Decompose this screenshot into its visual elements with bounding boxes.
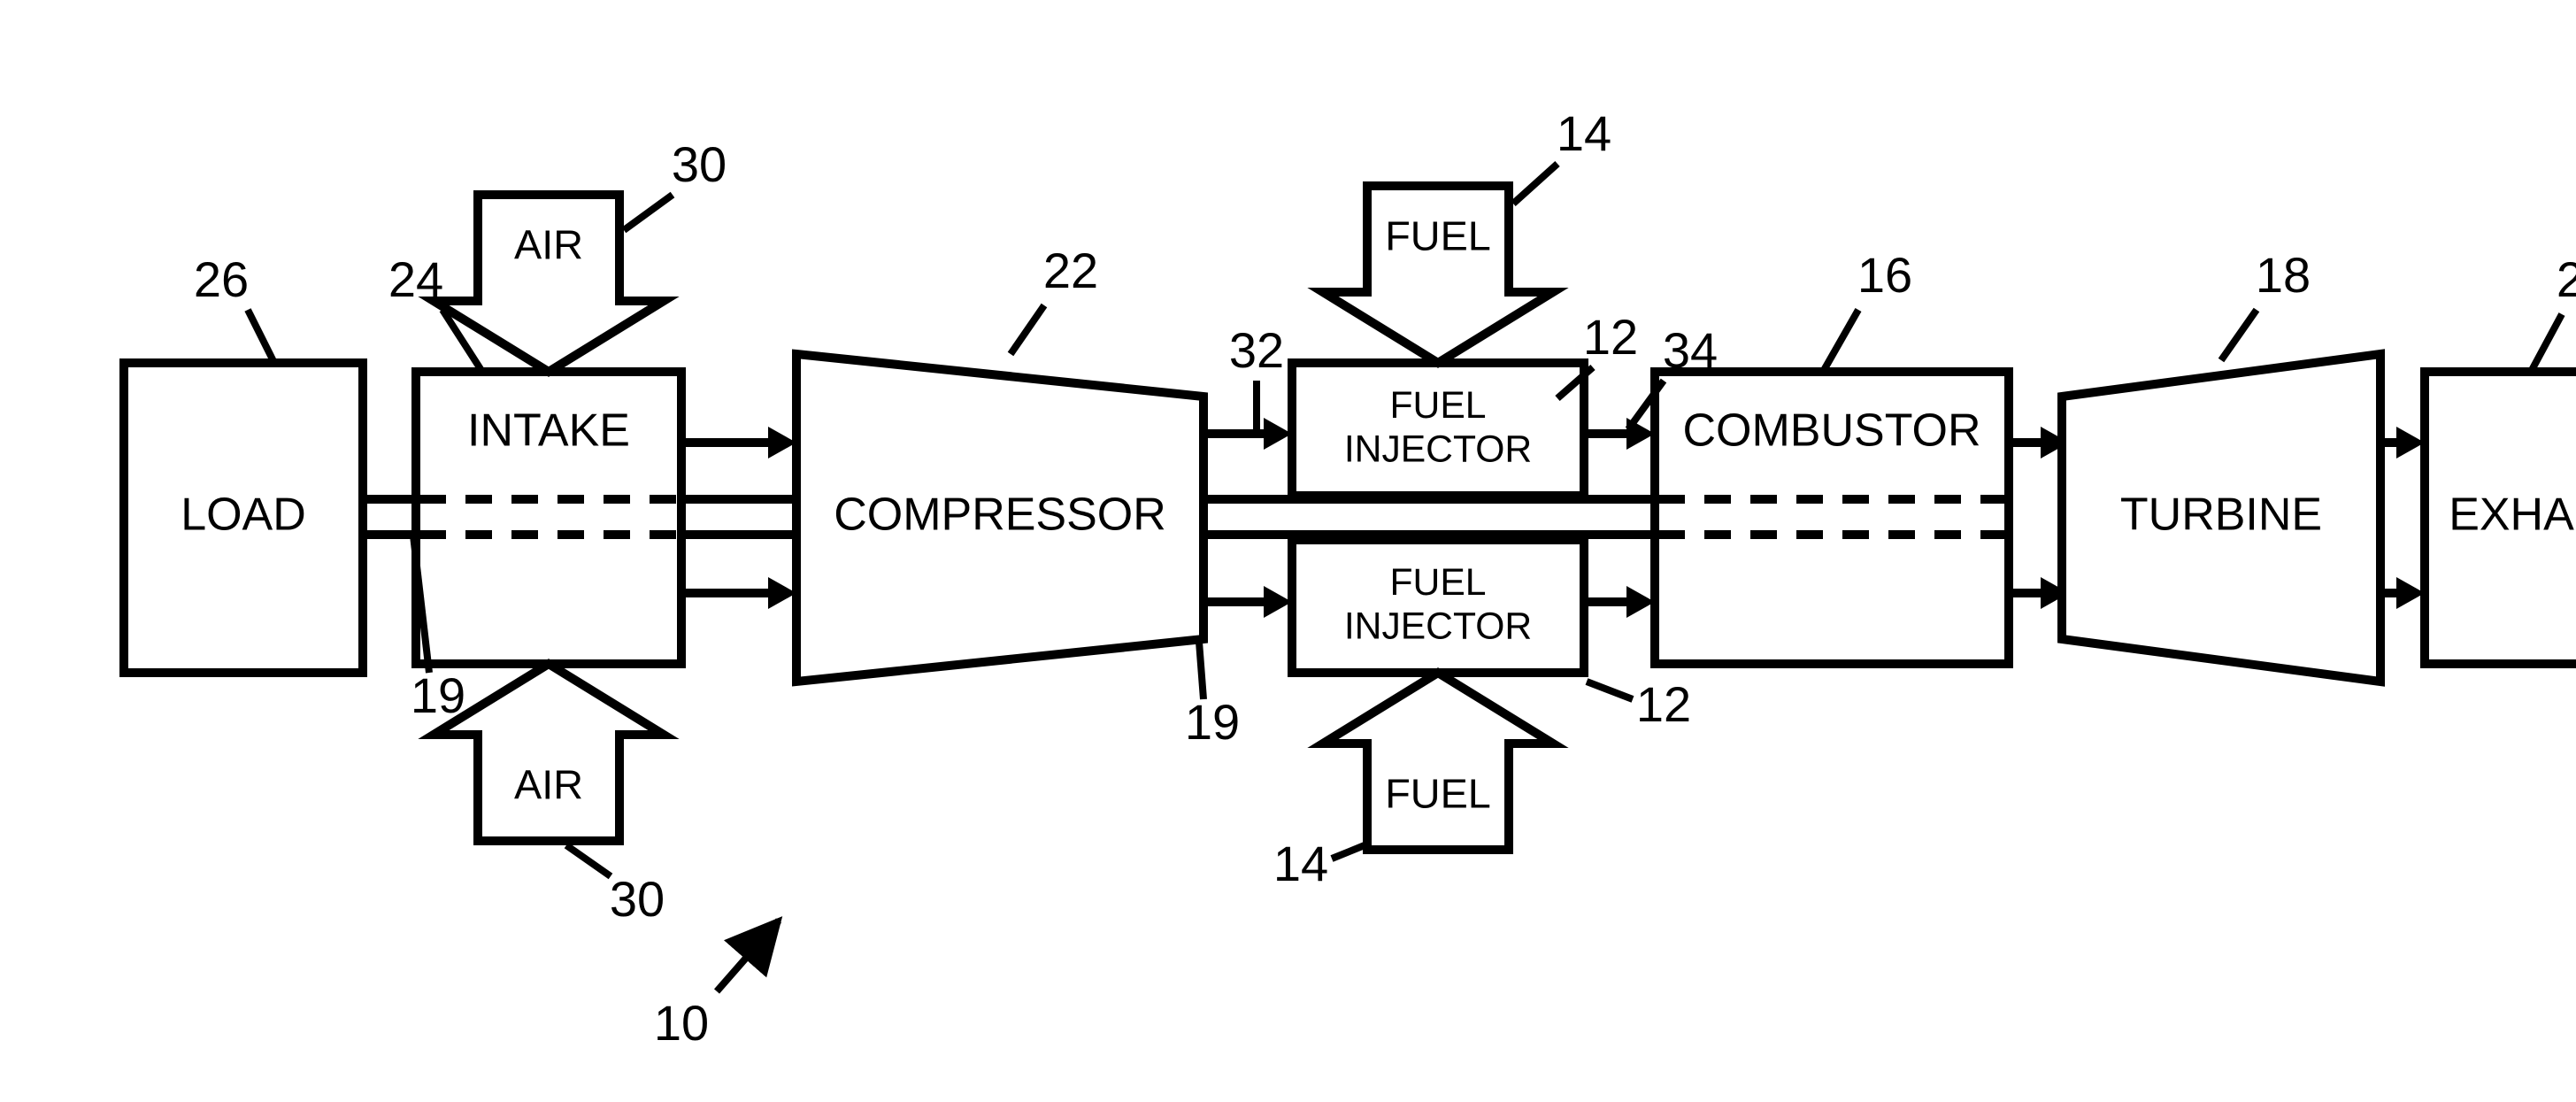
exhaust-block: EXHAUST [2425,372,2576,664]
ref-19-14: 19 [1185,642,1240,750]
ref-14-15: 14 [1273,836,1365,891]
ref-16-8: 16 [1823,247,1912,372]
ref-label: 14 [1273,836,1328,891]
ref-label: 10 [654,995,709,1051]
fuel_top-arrow-label: FUEL [1385,212,1491,258]
turbine-label: TURBINE [2120,489,2322,541]
injector_top-block: FUELINJECTOR [1292,363,1584,496]
turbine-block: TURBINE [2062,354,2380,682]
ref-label: 19 [1185,694,1240,750]
combustor-block: COMBUSTOR [1655,372,2009,664]
ref-label: 12 [1636,676,1691,732]
load-block: LOAD [124,363,363,673]
air_bot-arrow: AIR [434,664,664,841]
ref-label: 20 [2557,251,2576,307]
ref-label: 30 [610,871,665,927]
ref-12-16: 12 [1587,676,1691,732]
ref-label: 14 [1557,105,1611,161]
fuel_bot-arrow-label: FUEL [1385,770,1491,816]
ref-leader [1011,305,1044,354]
ref-label: 18 [2256,247,2311,303]
fuel_bot-arrow: FUEL [1323,673,1553,850]
ref-32-5: 32 [1229,322,1284,429]
ref-10-13: 10 [654,921,779,1051]
ref-label: 30 [672,136,727,192]
ref-leader [1199,642,1203,699]
intake-label: INTAKE [467,405,630,457]
ref-label: 24 [388,251,443,307]
compressor-block: COMPRESSOR [796,354,1203,682]
compressor-label: COMPRESSOR [834,489,1166,541]
ref-label: 34 [1663,322,1718,378]
ref-22-3: 22 [1011,243,1098,354]
ref-18-9: 18 [2221,247,2311,360]
ref-leader [717,921,779,991]
ref-label: 22 [1043,243,1098,298]
ref-label: 26 [194,251,249,307]
air_bot-arrow-label: AIR [514,761,583,807]
ref-12-6: 12 [1557,309,1638,398]
intake-block: INTAKE [416,372,681,664]
air_top-arrow-label: AIR [514,221,583,267]
ref-30-12: 30 [566,845,665,927]
ref-14-4: 14 [1513,105,1611,204]
ref-leader [566,845,611,876]
ref-26-0: 26 [194,251,274,363]
ref-leader [248,310,274,363]
ref-label: 32 [1229,322,1284,378]
combustor-label: COMBUSTOR [1682,405,1980,457]
ref-leader [1332,845,1365,859]
ref-leader [1513,164,1557,204]
exhaust-label: EXHAUST [2449,489,2576,541]
ref-label: 12 [1583,309,1638,365]
ref-leader [1587,682,1633,699]
ref-30-2: 30 [624,136,727,230]
ref-label: 16 [1857,247,1912,303]
ref-leader [1823,310,1858,372]
ref-label: 19 [411,667,465,723]
ref-leader [2531,314,2562,372]
load-label: LOAD [181,489,306,541]
ref-leader [2221,310,2257,360]
ref-leader [624,195,673,230]
ref-20-10: 20 [2531,251,2576,372]
fuel_top-arrow: FUEL [1323,186,1553,363]
injector_bot-block: FUELINJECTOR [1292,540,1584,673]
